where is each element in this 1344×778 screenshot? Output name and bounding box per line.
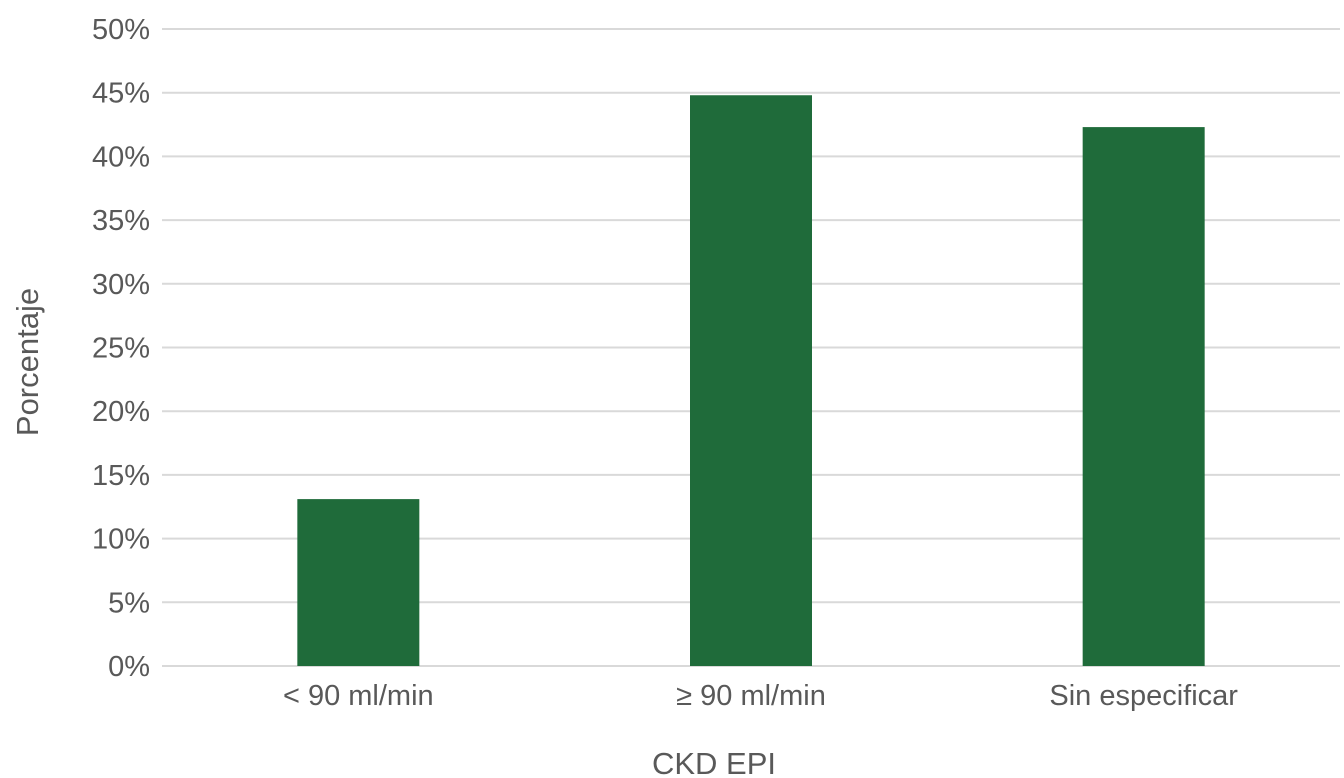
y-tick-label: 15% bbox=[92, 460, 150, 492]
y-tick-label: 30% bbox=[92, 269, 150, 301]
x-axis-ticks: < 90 ml/min ≥ 90 ml/min Sin especificar bbox=[283, 680, 1238, 712]
y-axis-title: Porcentaje bbox=[10, 288, 45, 436]
y-tick-label: 40% bbox=[92, 141, 150, 173]
bar bbox=[690, 95, 812, 666]
y-tick-label: 35% bbox=[92, 205, 150, 237]
y-tick-label: 10% bbox=[92, 524, 150, 556]
y-tick-label: 5% bbox=[108, 587, 150, 619]
y-tick-label: 45% bbox=[92, 78, 150, 110]
y-tick-label: 0% bbox=[108, 651, 150, 683]
y-tick-label: 20% bbox=[92, 396, 150, 428]
x-tick-label: Sin especificar bbox=[1049, 680, 1238, 712]
bar bbox=[1083, 127, 1205, 666]
bars bbox=[297, 95, 1204, 666]
x-axis-title: CKD EPI bbox=[652, 746, 776, 778]
x-tick-label: ≥ 90 ml/min bbox=[676, 680, 826, 712]
bar bbox=[297, 499, 419, 666]
y-tick-label: 25% bbox=[92, 333, 150, 365]
y-axis-ticks: 0% 5% 10% 15% 20% 25% 30% 35% 40% 45% 50% bbox=[92, 14, 150, 683]
y-tick-label: 50% bbox=[92, 14, 150, 46]
x-tick-label: < 90 ml/min bbox=[283, 680, 434, 712]
